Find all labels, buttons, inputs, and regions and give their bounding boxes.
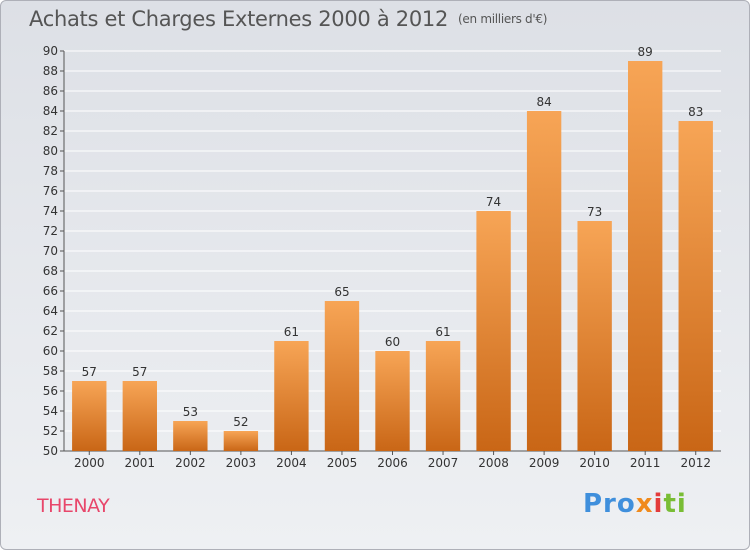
y-tick-label: 56 — [43, 384, 58, 398]
y-tick-label: 88 — [43, 64, 58, 78]
chart-subtitle: (en milliers d'€) — [458, 12, 548, 26]
y-tick-label: 78 — [43, 164, 58, 178]
data-label: 73 — [587, 205, 602, 219]
y-tick-label: 52 — [43, 424, 58, 438]
x-tick-label: 2010 — [579, 456, 610, 470]
bar — [678, 121, 713, 451]
data-label: 61 — [435, 325, 450, 339]
y-tick-label: 76 — [43, 184, 58, 198]
proxiti-logo: Proxiti — [583, 489, 687, 519]
logo-part-3: i — [653, 489, 664, 519]
x-tick-label: 2003 — [226, 456, 257, 470]
y-tick-label: 72 — [43, 224, 58, 238]
x-tick-label: 2007 — [428, 456, 459, 470]
bar — [476, 211, 511, 451]
logo-part-1: Pro — [583, 489, 636, 519]
y-tick-label: 90 — [43, 44, 58, 58]
commune-name: THENAY — [37, 495, 110, 517]
data-label: 84 — [536, 95, 551, 109]
x-tick-label: 2004 — [276, 456, 307, 470]
y-tick-label: 54 — [43, 404, 58, 418]
data-label: 53 — [183, 405, 198, 419]
data-label: 74 — [486, 195, 501, 209]
logo-part-4: ti — [663, 489, 687, 519]
data-label: 57 — [132, 365, 147, 379]
bar — [375, 351, 410, 451]
y-tick-label: 86 — [43, 84, 58, 98]
bar — [324, 301, 360, 451]
data-label: 83 — [688, 105, 703, 119]
x-tick-label: 2009 — [529, 456, 560, 470]
x-tick-label: 2005 — [327, 456, 358, 470]
y-tick-label: 74 — [43, 204, 58, 218]
data-label: 52 — [233, 415, 248, 429]
bar — [72, 381, 107, 451]
data-label: 89 — [638, 45, 653, 59]
chart-title: Achats et Charges Externes 2000 à 2012 — [29, 7, 449, 31]
data-label: 61 — [284, 325, 299, 339]
bar — [425, 341, 461, 451]
bar — [173, 421, 208, 451]
x-tick-label: 2008 — [478, 456, 509, 470]
x-tick-label: 2000 — [74, 456, 105, 470]
y-tick-label: 62 — [43, 324, 58, 338]
y-tick-label: 82 — [43, 124, 58, 138]
y-tick-label: 68 — [43, 264, 58, 278]
x-tick-label: 2002 — [175, 456, 206, 470]
bar — [526, 111, 562, 451]
logo-part-2: x — [635, 489, 654, 519]
data-label: 65 — [334, 285, 349, 299]
x-tick-label: 2001 — [125, 456, 156, 470]
x-tick-label: 2006 — [377, 456, 408, 470]
y-tick-label: 64 — [43, 304, 58, 318]
bar — [223, 431, 259, 451]
y-tick-label: 84 — [43, 104, 58, 118]
y-tick-label: 66 — [43, 284, 58, 298]
bar — [577, 221, 612, 451]
y-tick-label: 70 — [43, 244, 58, 258]
x-tick-label: 2011 — [630, 456, 661, 470]
y-tick-label: 58 — [43, 364, 58, 378]
bar — [122, 381, 157, 451]
bar — [274, 341, 309, 451]
data-label: 57 — [82, 365, 97, 379]
y-tick-label: 50 — [43, 444, 58, 458]
y-tick-label: 80 — [43, 144, 58, 158]
data-label: 60 — [385, 335, 400, 349]
chart-title-block: Achats et Charges Externes 2000 à 2012 (e… — [29, 7, 547, 31]
bar — [628, 61, 663, 451]
x-tick-label: 2012 — [680, 456, 711, 470]
y-tick-label: 60 — [43, 344, 58, 358]
